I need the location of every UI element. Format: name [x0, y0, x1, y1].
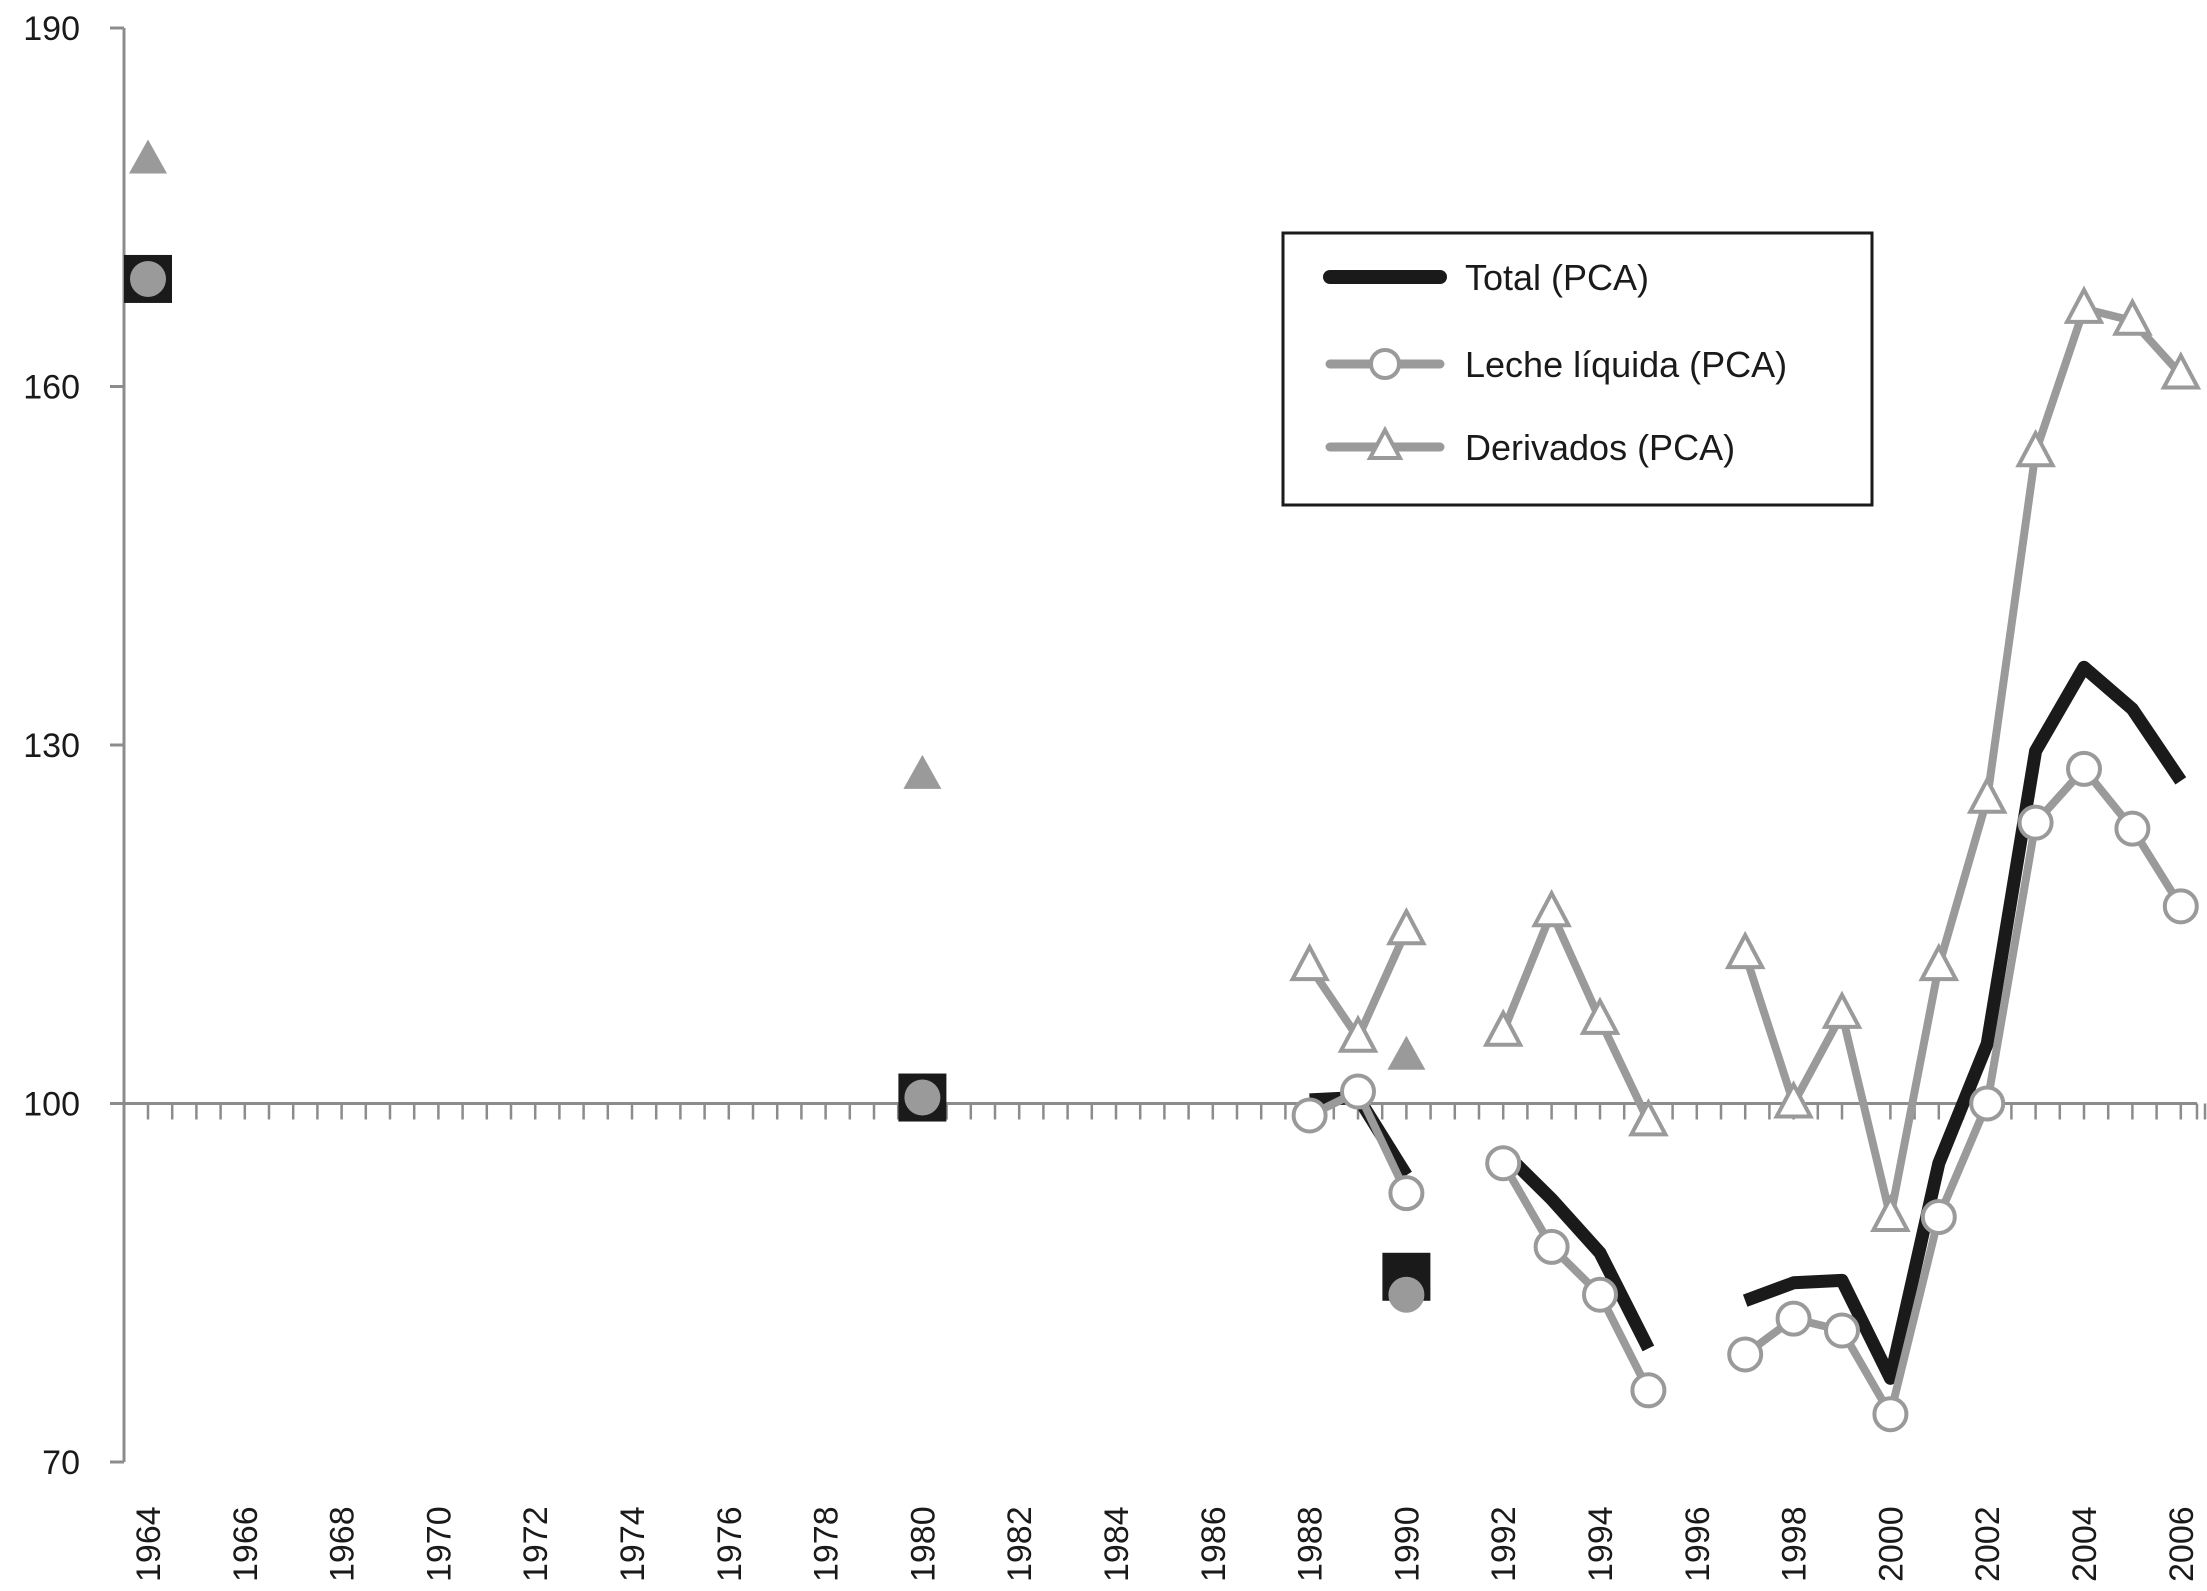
y-tick-label: 100 — [23, 1086, 80, 1124]
data-point — [1388, 1276, 1425, 1313]
x-tick-label: 1978 — [808, 1506, 846, 1582]
data-point — [1920, 1199, 1957, 1236]
data-point — [2160, 351, 2202, 390]
x-tick-label: 1992 — [1485, 1506, 1523, 1582]
axes: 70 100 130 160 190 1964 1966 1968 1970 1972 1974 19… — [23, 10, 2207, 1582]
data-point — [1291, 1097, 1328, 1134]
data-point — [1386, 906, 1427, 946]
x-tick-label: 1964 — [130, 1506, 168, 1582]
x-tick-label: 2002 — [1969, 1506, 2007, 1582]
data-point — [1727, 1336, 1764, 1373]
legend-label-leche: Leche líquida (PCA) — [1465, 344, 1787, 385]
data-point — [1579, 996, 1621, 1035]
series-line — [1742, 764, 2185, 1419]
data-point — [1289, 942, 1330, 982]
data-point — [1870, 1193, 1911, 1233]
data-point — [129, 139, 167, 174]
y-tick-label: 160 — [23, 369, 80, 407]
y-tick-label: 190 — [23, 10, 80, 48]
data-point — [1531, 889, 1572, 928]
data-point — [1918, 942, 1960, 982]
series-line — [1741, 304, 2184, 1221]
legend-label-total: Total (PCA) — [1465, 257, 1649, 298]
legend-marker-leche — [1369, 348, 1401, 380]
legend-label-derivados: Derivados (PCA) — [1465, 427, 1735, 468]
data-point — [1533, 1228, 1570, 1265]
x-tick-label: 1980 — [904, 1506, 942, 1582]
data-point — [903, 754, 942, 789]
data-point — [2063, 285, 2105, 324]
x-tick-label: 1994 — [1582, 1506, 1620, 1582]
x-tick-label: 1982 — [1001, 1506, 1039, 1582]
data-point — [1773, 1080, 1814, 1119]
x-tick-label: 1984 — [1098, 1506, 1136, 1582]
x-tick-label: 1974 — [614, 1506, 652, 1582]
x-tick-label: 2004 — [2066, 1506, 2104, 1582]
series-line — [1498, 1146, 1655, 1352]
x-tick-label: 1986 — [1195, 1506, 1233, 1582]
y-tick-label: 70 — [42, 1444, 80, 1482]
legend: Total (PCA) Leche líquida (PCA) Derivado… — [1281, 231, 1874, 507]
x-tick-label: 1970 — [420, 1506, 458, 1582]
series-line — [1742, 660, 2187, 1385]
data-point — [1821, 990, 1863, 1029]
plot-area — [124, 139, 2202, 1433]
legend-marker-derivados — [1366, 425, 1404, 460]
data-point — [1388, 1175, 1425, 1212]
data-point — [2017, 804, 2054, 841]
data-point — [1872, 1396, 1909, 1433]
x-tick-label: 1988 — [1292, 1506, 1330, 1582]
x-tick-label: 2006 — [2163, 1506, 2201, 1582]
data-point — [2162, 888, 2199, 925]
data-point — [2015, 428, 2056, 468]
data-point — [1387, 1035, 1426, 1070]
data-point — [2114, 810, 2151, 847]
data-point — [1966, 775, 2008, 814]
x-tick-label: 1998 — [1776, 1506, 1814, 1582]
series-line — [1499, 1161, 1652, 1393]
data-point — [130, 260, 166, 297]
y-tick-label: 130 — [23, 727, 80, 765]
data-point — [1482, 1008, 1524, 1047]
x-tick-label: 1976 — [711, 1506, 749, 1582]
x-tick-label: 1996 — [1679, 1506, 1717, 1582]
x-tick-label: 2000 — [1872, 1506, 1910, 1582]
data-point — [1340, 1073, 1376, 1110]
data-point — [904, 1079, 941, 1116]
data-point — [1824, 1312, 1860, 1349]
data-point — [1969, 1085, 2006, 1122]
x-tick-label: 1966 — [227, 1506, 265, 1582]
data-point — [2066, 750, 2102, 787]
data-point — [1582, 1276, 1618, 1313]
data-point — [2112, 297, 2153, 336]
x-tick-label: 1968 — [324, 1506, 362, 1582]
x-tick-label: 1972 — [517, 1506, 555, 1582]
data-point — [1724, 930, 1766, 970]
x-tick-label: 1990 — [1388, 1506, 1426, 1582]
data-point — [1485, 1145, 1522, 1182]
data-point — [1337, 1014, 1379, 1053]
series-line — [1499, 908, 1653, 1124]
data-point — [1628, 1098, 1669, 1137]
data-point — [1630, 1372, 1667, 1409]
data-point — [1775, 1300, 1812, 1337]
